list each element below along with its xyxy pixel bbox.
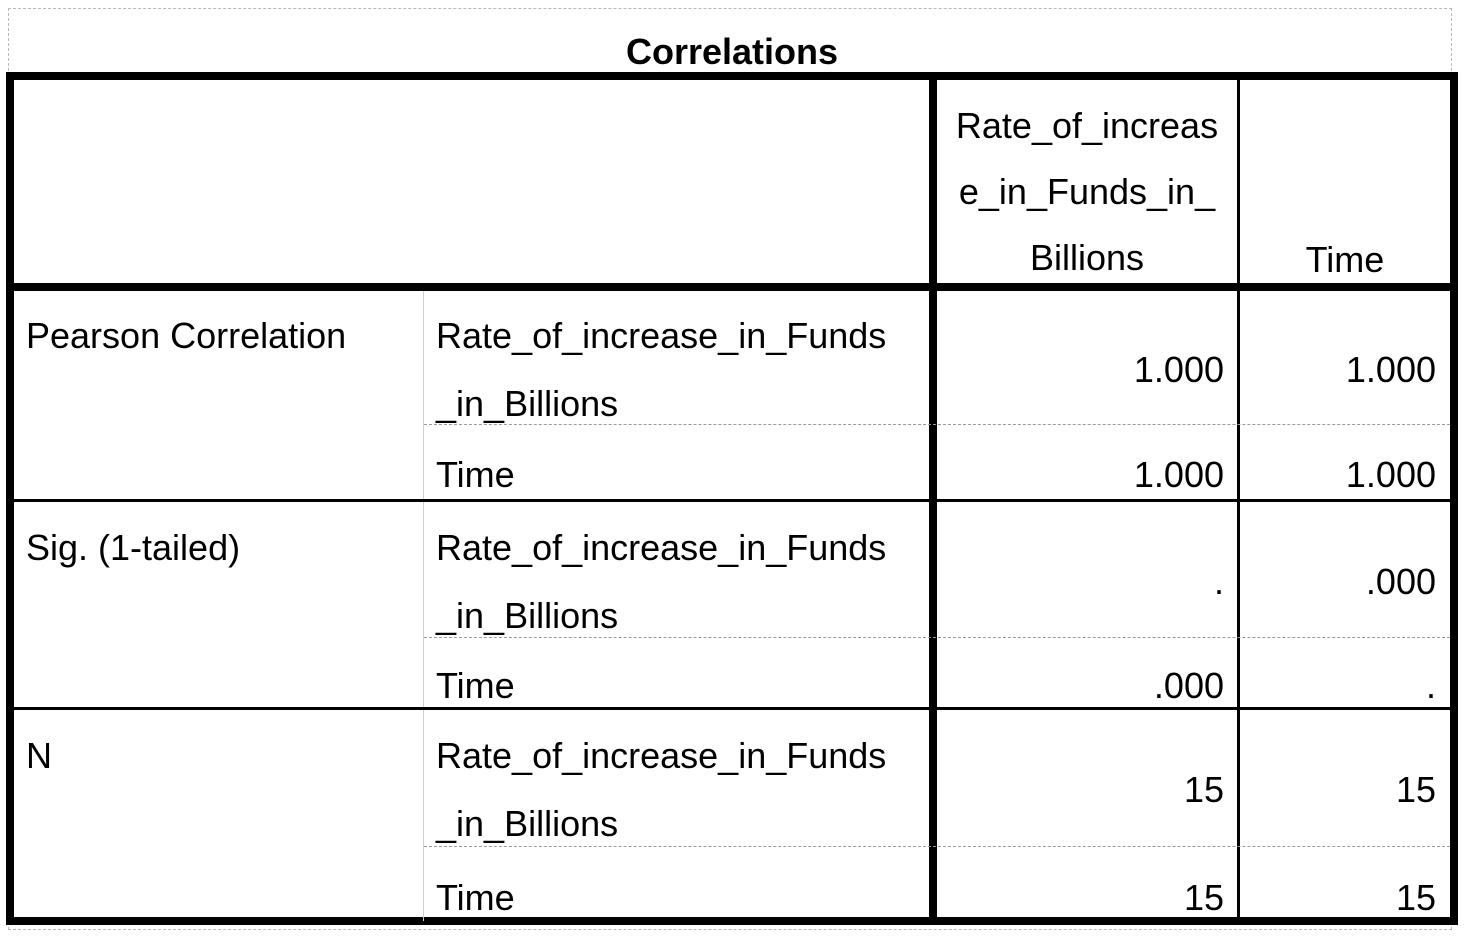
cell-value: 1.000: [1345, 454, 1436, 495]
table-top-border: [6, 72, 1458, 80]
row-variable-label: Rate_of_increase_in_Funds _in_Billions: [436, 302, 886, 438]
cell-value: 1.000: [1133, 454, 1224, 495]
table-title: Correlations: [625, 31, 839, 72]
row-variable-label: Time: [436, 877, 515, 918]
table-bottom-border: [6, 917, 1458, 925]
cell-value: .: [1425, 665, 1436, 706]
row-variable-line: _in_Billions: [436, 595, 619, 636]
row-separator-2: [424, 637, 1450, 638]
column-header-rate-line: Billions: [1029, 237, 1145, 278]
cell-value: .000: [1365, 561, 1436, 602]
cell-value: 15: [1183, 769, 1224, 810]
group-separator-1: [6, 499, 1458, 502]
header-separator: [6, 283, 1458, 291]
cell-value: 15: [1183, 877, 1224, 918]
cell-value: 1.000: [1345, 349, 1436, 390]
row-variable-line: Rate_of_increase_in_Funds: [436, 527, 887, 568]
label-column-divider: [423, 291, 424, 921]
cell-value: 15: [1395, 877, 1436, 918]
column-header-rate: Rate_of_increas e_in_Funds_in_ Billions: [937, 93, 1237, 291]
cell-value: 15: [1395, 769, 1436, 810]
group-label-sig: Sig. (1-tailed): [26, 527, 241, 568]
group-label-pearson: Pearson Correlation: [26, 315, 347, 356]
row-variable-label: Rate_of_increase_in_Funds _in_Billions: [436, 722, 886, 858]
column-header-rate-line: Rate_of_increas: [955, 105, 1219, 146]
cell-value: .: [1213, 561, 1224, 602]
row-variable-line: _in_Billions: [436, 803, 619, 844]
table-left-border: [6, 72, 14, 925]
data-column-separator: [929, 72, 937, 925]
row-variable-line: Rate_of_increase_in_Funds: [436, 735, 887, 776]
column-header-time: Time: [1305, 239, 1385, 280]
group-label-n: N: [26, 735, 52, 776]
value-column-divider: [1237, 72, 1240, 925]
row-variable-label: Rate_of_increase_in_Funds _in_Billions: [436, 514, 886, 650]
column-header-rate-line: e_in_Funds_in_: [958, 171, 1216, 212]
group-separator-2: [6, 707, 1458, 710]
row-variable-line: _in_Billions: [436, 383, 619, 424]
cell-value: .000: [1153, 665, 1224, 706]
row-separator-1: [424, 424, 1450, 425]
row-separator-3: [424, 846, 1450, 847]
row-variable-line: Rate_of_increase_in_Funds: [436, 315, 887, 356]
row-variable-label: Time: [436, 454, 515, 495]
table-right-border: [1450, 72, 1458, 925]
row-variable-label: Time: [436, 665, 515, 706]
cell-value: 1.000: [1133, 349, 1224, 390]
